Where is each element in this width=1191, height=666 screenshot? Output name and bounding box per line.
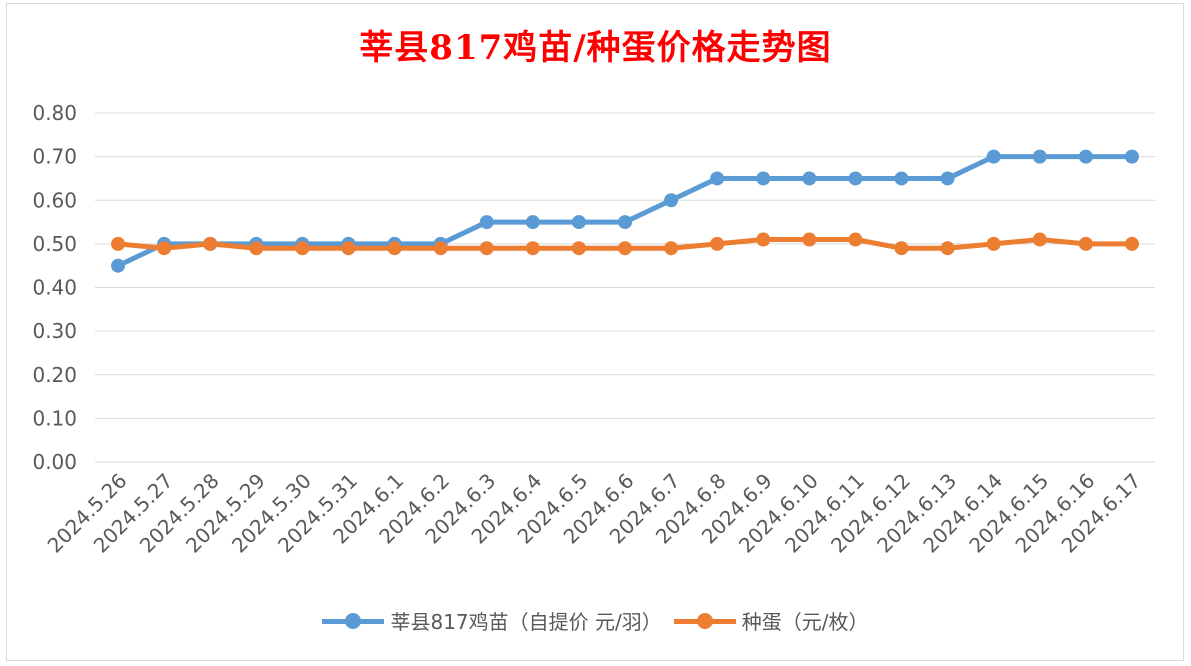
y-tick-label: 0.00 [32,450,77,474]
data-point[interactable] [295,241,310,256]
data-point[interactable] [157,241,172,256]
data-point[interactable] [571,241,586,256]
data-point[interactable] [111,236,126,251]
data-point[interactable] [618,241,632,256]
data-point[interactable] [1078,236,1093,251]
chart-title: 莘县817鸡苗/种蛋价格走势图 [359,28,832,68]
legend-item-egg[interactable]: 种蛋（元/枚） [673,606,869,635]
y-tick-label: 0.20 [32,363,77,387]
legend-label-chick: 莘县817鸡苗（自提价 元/羽） [390,610,662,634]
data-point[interactable] [940,171,955,186]
y-tick-label: 0.60 [32,188,77,212]
series-1 [111,232,1139,256]
legend-marker-chick [322,611,385,631]
data-point[interactable] [848,232,863,247]
data-point[interactable] [571,215,586,230]
data-point[interactable] [387,241,402,256]
legend-label-egg: 种蛋（元/枚） [741,610,869,634]
data-point[interactable] [894,171,909,186]
y-tick-label: 0.40 [32,276,77,300]
data-point[interactable] [479,241,494,256]
data-point[interactable] [249,241,264,256]
y-tick-label: 0.70 [32,145,77,169]
data-point[interactable] [1124,236,1139,251]
data-point[interactable] [710,236,725,251]
data-point[interactable] [525,241,540,256]
data-point[interactable] [618,215,632,230]
data-point[interactable] [802,171,817,186]
data-point[interactable] [940,241,955,256]
data-point[interactable] [1032,149,1047,164]
y-tick-label: 0.50 [32,232,77,256]
data-point[interactable] [710,171,725,186]
data-point[interactable] [341,241,356,256]
data-point[interactable] [756,171,771,186]
data-point[interactable] [433,241,448,256]
legend-item-chick[interactable]: 莘县817鸡苗（自提价 元/羽） [322,606,662,635]
data-point[interactable] [111,258,126,273]
y-tick-label: 0.10 [32,406,77,430]
data-point[interactable] [756,232,771,247]
legend: 莘县817鸡苗（自提价 元/羽） 种蛋（元/枚） [0,606,1191,635]
data-point[interactable] [986,236,1001,251]
y-tick-label: 0.30 [32,319,77,343]
legend-marker-egg [673,611,736,631]
data-point[interactable] [525,215,540,230]
data-point[interactable] [848,171,863,186]
data-point[interactable] [1032,232,1047,247]
y-tick-label: 0.80 [32,101,77,125]
data-point[interactable] [802,232,817,247]
data-point[interactable] [664,193,679,208]
data-point[interactable] [1078,149,1093,164]
data-point[interactable] [1124,149,1139,164]
data-point[interactable] [986,149,1001,164]
data-point[interactable] [894,241,909,256]
data-point[interactable] [664,241,679,256]
data-point[interactable] [203,236,218,251]
data-point[interactable] [479,215,494,230]
